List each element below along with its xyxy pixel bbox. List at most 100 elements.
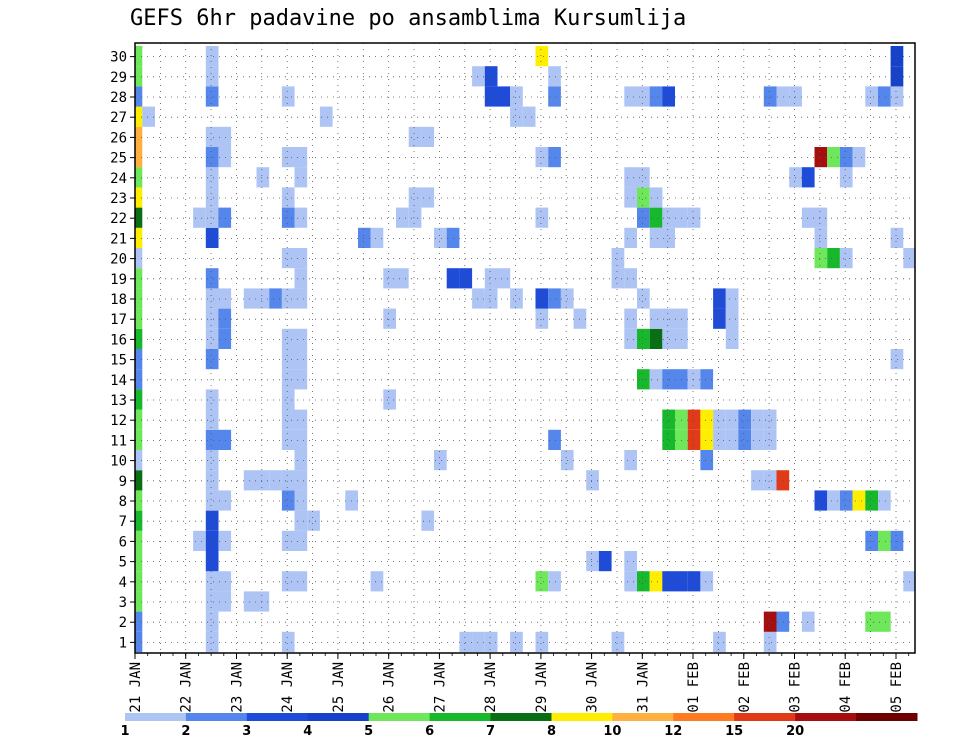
heatmap-cell [535,46,549,67]
heatmap-cell [205,349,219,370]
heatmap-cell [256,167,270,188]
x-tick-label: 28 JAN [483,662,499,713]
heatmap-cell [878,530,891,551]
heatmap-cell [135,490,143,511]
heatmap-cell [218,328,232,349]
heatmap-cell [560,450,574,471]
legend-label: 7 [486,724,495,739]
heatmap-cell [218,288,232,309]
heatmap-cell [408,187,422,208]
heatmap-cell [801,611,815,632]
heatmap-cell [294,530,308,551]
heatmap-cell [135,227,143,248]
heatmap-cell [135,551,143,572]
heatmap-cell [135,591,143,612]
heatmap-cell [839,147,853,168]
heatmap-cell [281,631,295,652]
heatmap-cell [135,369,143,390]
legend-swatch [429,713,491,721]
heatmap-cell [421,126,435,147]
heatmap-cell [903,248,915,269]
heatmap-cell [281,349,295,370]
heatmap-cell [281,248,295,269]
heatmap-cell [205,611,219,632]
legend-label: 20 [786,724,804,739]
heatmap-cell [205,551,219,572]
y-tick-label: 23 [110,191,127,207]
heatmap-cell [281,409,295,430]
heatmap-cell [738,429,752,450]
heatmap-cell [535,147,549,168]
heatmap-cell [358,227,371,248]
heatmap-cell [205,227,219,248]
heatmap-cell [662,369,675,390]
heatmap-cell [675,328,688,349]
heatmap-cell [903,571,915,592]
heatmap-cell [649,207,663,228]
heatmap-cell [535,288,549,309]
heatmap-cell [751,429,764,450]
legend-swatch [490,713,552,721]
heatmap-cell [624,328,637,349]
heatmap-cell [687,429,701,450]
heatmap-cell [281,470,295,491]
y-tick-label: 22 [110,211,127,227]
heatmap-cell [738,409,752,430]
heatmap-cell [294,470,308,491]
heatmap-cell [662,227,675,248]
heatmap-cell [135,429,143,450]
heatmap-cell [421,187,435,208]
heatmap-cell [281,530,295,551]
heatmap-cell [243,470,257,491]
legend-swatch [612,713,674,721]
heatmap-cell [789,167,802,188]
heatmap-cell [205,389,219,410]
heatmap-cell [878,86,891,107]
x-tick-label: 30 JAN [585,662,601,713]
heatmap-cell [725,328,739,349]
heatmap-cell [687,207,701,228]
heatmap-cell [827,147,840,168]
heatmap-cell [763,86,777,107]
heatmap-cell [256,591,270,612]
heatmap-cell [598,551,612,572]
y-tick-label: 25 [110,151,127,167]
legend-label: 1 [120,724,129,739]
heatmap-cell [649,187,663,208]
heatmap-cell [637,571,650,592]
heatmap-cell [865,490,878,511]
heatmap-cell [484,66,498,87]
legend-swatch [185,713,248,721]
grid-lines [134,43,915,653]
legend-swatch [125,713,187,721]
heatmap-cell [814,490,828,511]
heatmap-cell [484,288,498,309]
heatmap-cell [218,147,232,168]
heatmap-cell [687,369,701,390]
heatmap-cell [535,631,549,652]
heatmap-cell [446,268,460,289]
heatmap-cell [890,66,904,87]
heatmap-cell [624,308,637,329]
heatmap-cell [510,288,523,309]
heatmap-cell [135,66,143,87]
x-tick-label: 21 JAN [128,662,144,713]
heatmap-cell [675,369,688,390]
legend-swatch [673,713,735,721]
heatmap-cell [135,530,143,551]
heatmap-cell [205,126,219,147]
heatmap-cell [135,106,143,127]
y-tick-label: 3 [119,595,127,611]
legend-swatch [246,713,309,721]
heatmap-cell [135,389,143,410]
heatmap-cell [890,349,904,370]
y-axis: 1234567891011121314151617181920212223242… [110,50,135,651]
heatmap-cell [637,288,650,309]
heatmap-cell [205,46,219,67]
heatmap-cell [294,510,308,531]
heatmap-cell [839,490,853,511]
heatmap-cell [269,470,282,491]
heatmap-cell [814,207,828,228]
heatmap-cell [611,631,625,652]
heatmap-cell [434,450,447,471]
